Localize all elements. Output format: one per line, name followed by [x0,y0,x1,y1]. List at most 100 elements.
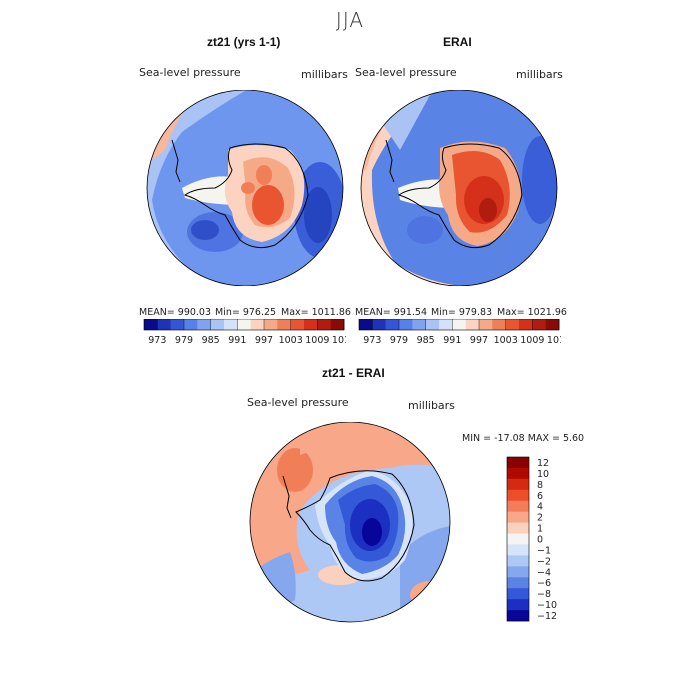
panel2-colorbar-tick-label: 985 [417,335,435,346]
panel3-variable: Sea-level pressure [247,396,349,409]
panel3-colorbar-swatch [507,500,529,512]
panel2-colorbar-swatch [532,319,546,330]
panel1-max: Max= 1011.86 [281,307,351,318]
panel2-colorbar-tick-label: 1003 [494,335,518,346]
panel1-colorbar-tick-label: 985 [202,335,220,346]
panel2-colorbar-swatch [505,319,520,330]
panel2-max: Max= 1021.96 [497,307,567,318]
panel3-colorbar-tick-label: 10 [537,469,549,480]
panel2-colorbar: 973 979 985 991 997 100310091015 [358,319,561,346]
panel3-map-border [249,422,451,623]
panel1-colorbar-tick-label: 991 [228,335,246,346]
panel3-colorbar-tick-label: 0 [537,535,543,546]
panel3-colorbar-swatch [507,566,529,578]
panel3-title: zt21 - ERAI [322,366,385,380]
panel3-colorbar-swatch [507,577,529,589]
panel3-colorbar-swatch [507,599,529,611]
panel1-colorbar-swatch [317,319,331,330]
panel2-colorbar-swatch [359,319,373,330]
panel3-colorbar-tick-label: 4 [537,502,543,513]
panel3-colorbar-swatch [507,610,529,622]
panel3-colorbar-swatch [507,511,529,523]
panel1-colorbar-tick-label: 1015 [332,335,346,346]
panel3-colorbar-tick-label: −2 [537,556,551,567]
panel1-colorbar: 973 979 985 991 997 100310091015 [143,319,346,346]
panel3-colorbar-tick-label: −6 [537,578,551,589]
panel2-coastline [397,143,523,249]
panel1-colorbar-tick-label: 997 [255,335,273,346]
panel3-colorbar-tick-label: 6 [537,491,543,502]
panel1-colorbar-tick-label: 979 [175,335,193,346]
panel2-colorbar-swatch [439,319,453,330]
panel2-map-border [360,90,558,286]
panel2-colorbar-swatch [399,319,413,330]
panel1-colorbar-tick-label: 973 [148,335,166,346]
panel3-minmax: MIN = -17.08 MAX = 5.60 [462,433,585,444]
panel1-colorbar-tick-label: 1009 [305,335,329,346]
panel2-colorbar-swatch [385,319,400,330]
panel1-colorbar-swatch [250,319,265,330]
panel1-units: millibars [301,68,348,81]
panel3-units: millibars [408,399,455,412]
panel3-colorbar-tick-label: −4 [537,567,551,578]
panel3-colorbar-swatch [507,489,529,502]
panel1-map-border [146,90,344,286]
panel2-mean: MEAN= 991.54 [355,307,428,318]
panel2-colorbar-swatch [479,319,493,330]
panel1-colorbar-swatch [277,319,291,330]
panel2-units: millibars [516,68,563,81]
panel2-colorbar-swatch [465,319,480,330]
panel2-colorbar-tick-label: 991 [443,335,461,346]
panel3-colorbar-swatch [507,544,529,556]
panel1-colorbar-swatch [210,319,225,330]
panel2-colorbar-tick-label: 979 [390,335,408,346]
panel1-map [146,90,344,286]
panel2-colorbar-tick-label: 1009 [520,335,544,346]
panel2-colorbar-tick-label: 1015 [547,335,561,346]
figure-title: JJA [335,8,365,32]
panel2-colorbar-swatch [425,319,440,330]
panel1-contours [147,90,343,286]
panel2-title: ERAI [443,35,472,49]
panel1-colorbar-swatch [237,319,251,330]
panel3-colorbar-tick-label: −12 [537,611,557,622]
panel3-map [249,422,451,623]
panel2-contours [361,90,557,286]
panel3-colorbar-tick-label: 8 [537,480,543,491]
panel1-title: zt21 (yrs 1-1) [207,35,281,49]
panel2-colorbar-swatch [492,319,506,330]
panel1-colorbar-swatch [157,319,171,330]
panel3-colorbar-swatch [507,522,529,534]
panel2-colorbar-tick-label: 997 [470,335,488,346]
panel3-colorbar-swatch [507,467,529,480]
panel3-colorbar-swatch [507,533,529,545]
panel1-colorbar-swatch [264,319,278,330]
panel1-coastline [183,143,309,249]
panel1-mean: MEAN= 990.03 [139,307,212,318]
panel1-colorbar-swatch [144,319,158,330]
panel3-colorbar-swatch [507,588,529,600]
panel2-colorbar-swatch [412,319,426,330]
panel1-colorbar-swatch [197,319,211,330]
panel3-colorbar-swatch [507,555,529,567]
panel3-colorbar-swatch [507,457,529,469]
panel3-colorbar-tick-label: 1 [537,524,543,535]
panel2-colorbar-tick-label: 973 [363,335,381,346]
panel1-min: Min= 976.25 [215,307,277,318]
panel3-colorbar-tick-label: −10 [537,600,557,611]
panel1-colorbar-tick-label: 1003 [279,335,303,346]
panel1-colorbar-swatch [170,319,185,330]
panel2-colorbar-swatch [545,319,560,330]
panel3-colorbar-tick-label: −1 [537,545,551,556]
panel1-colorbar-swatch [184,319,198,330]
panel1-variable: Sea-level pressure [139,66,241,79]
panel3-colorbar-tick-label: −8 [537,589,551,600]
panel3-colorbar-tick-label: 2 [537,513,543,524]
panel2-colorbar-swatch [519,319,533,330]
panel1-colorbar-swatch [304,319,318,330]
panel1-colorbar-swatch [330,319,345,330]
panel3-contours [250,422,450,622]
panel2-colorbar-swatch [452,319,466,330]
panel2-map [360,90,558,286]
